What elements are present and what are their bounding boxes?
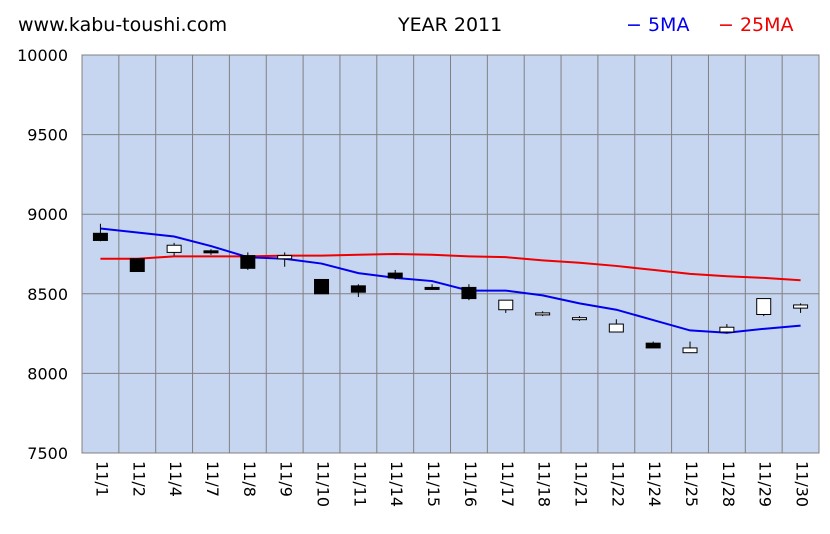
candle-body [424,286,440,290]
y-tick-label: 7500 [27,444,68,463]
x-axis-ticks: 11/1 11/2 11/4 11/7 11/8 11/9 11/10 11/11 11/14 1… [92,461,811,507]
candle-body [203,250,219,254]
legend-25ma-dash: − [718,14,740,36]
candle-body [645,342,661,349]
candle-body [608,323,624,333]
y-tick-label: 10000 [17,46,68,65]
x-tick-label: 11/1 [92,461,111,497]
y-tick-label: 8500 [27,285,68,304]
legend-5ma: − 5MA [626,14,689,36]
candle-body [277,255,293,260]
x-tick-label: 11/11 [350,461,369,507]
x-tick-label: 11/2 [129,461,148,497]
candles [92,223,809,354]
x-tick-label: 11/25 [682,461,701,507]
legend-5ma-dash: − [626,14,648,36]
candle-body [571,317,587,321]
x-tick-label: 11/22 [608,461,627,507]
candle-body [166,244,182,253]
x-tick-label: 11/18 [535,461,554,507]
ma25-layer [100,252,801,282]
x-tick-label: 11/14 [387,461,406,507]
x-tick-label: 11/30 [793,461,812,507]
y-axis-ticks: 7500 8000 8500 9000 9500 10000 [17,46,68,463]
legend-25ma-label: 25MA [739,14,794,36]
x-tick-label: 11/16 [461,461,480,507]
candle-body [387,272,403,279]
site-name: www.kabu-toushi.com [18,14,228,36]
candle-body [314,278,330,295]
x-tick-label: 11/9 [277,461,296,497]
ma5-line [100,227,801,334]
candle-body [756,298,772,315]
legend-25ma: − 25MA [718,14,794,36]
x-tick-label: 11/17 [498,461,517,507]
y-tick-label: 9500 [27,126,68,145]
x-tick-label: 11/7 [203,461,222,497]
grid-lines [82,55,819,453]
candle-body [498,299,514,311]
candle-body [719,326,735,333]
chart-title: YEAR 2011 [398,14,503,36]
candle-body [461,286,477,300]
candle-body [682,347,698,354]
ma5-layer [100,227,801,334]
x-tick-label: 11/15 [424,461,443,507]
x-tick-label: 11/29 [756,461,775,507]
ma25-line [100,252,801,282]
y-tick-label: 9000 [27,205,68,224]
candle-body [793,304,809,309]
x-tick-label: 11/28 [719,461,738,507]
candle-body [129,258,145,273]
x-tick-label: 11/24 [645,461,664,507]
candle-body [535,312,551,316]
x-tick-label: 11/8 [240,461,259,497]
legend-5ma-label: 5MA [647,14,690,36]
x-tick-label: 11/4 [166,461,185,497]
x-tick-label: 11/21 [571,461,590,507]
y-tick-label: 8000 [27,364,68,383]
candle-body [92,232,108,241]
candle-body [350,285,366,293]
candle-body [240,255,256,269]
x-tick-label: 11/10 [314,461,333,507]
